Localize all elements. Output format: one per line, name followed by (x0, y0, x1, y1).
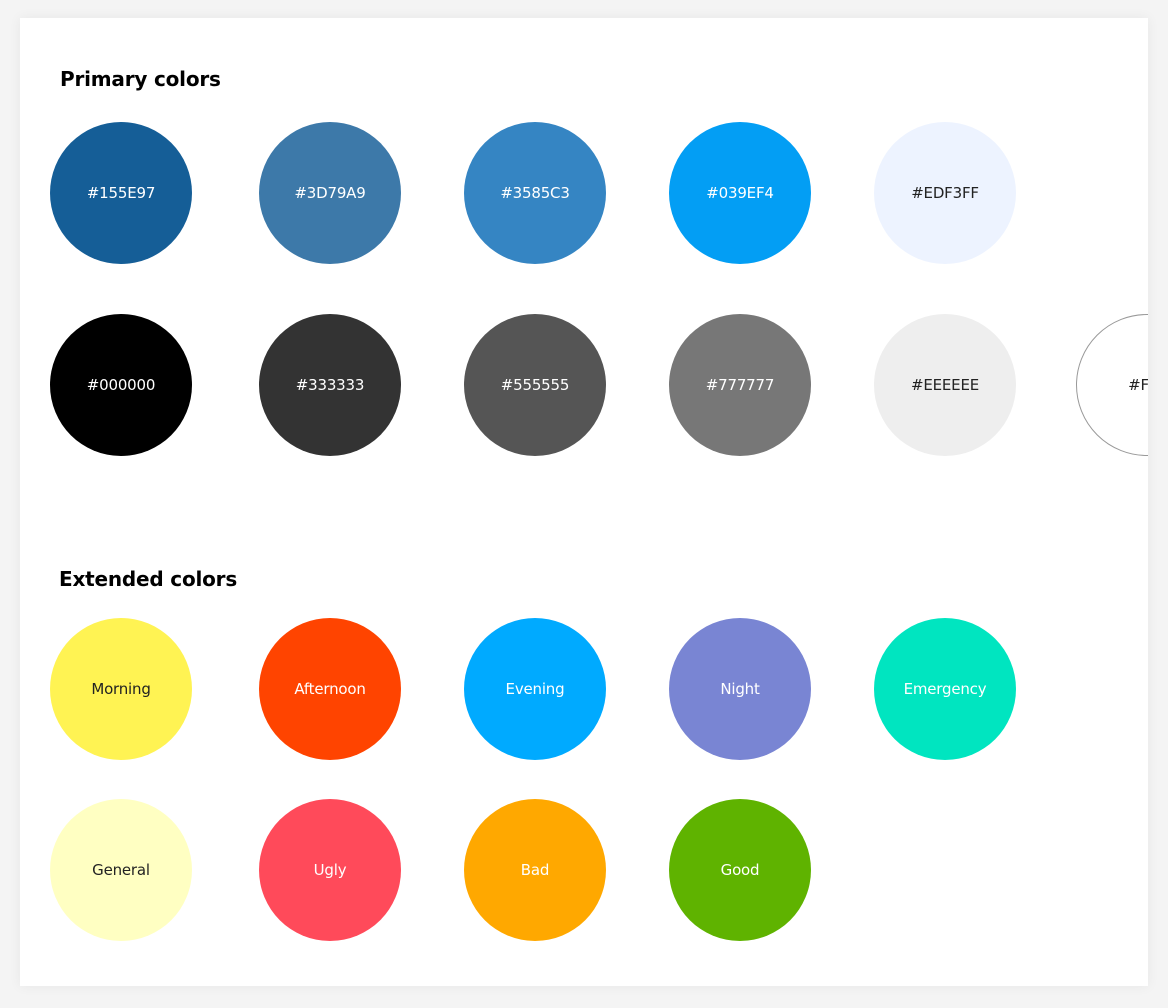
color-swatch-edf3ff[interactable]: #EDF3FF (874, 122, 1016, 264)
color-swatch-label: #333333 (295, 376, 365, 394)
color-swatch-3585c3[interactable]: #3585C3 (464, 122, 606, 264)
color-swatch-333333[interactable]: #333333 (259, 314, 401, 456)
color-swatch-label: #777777 (705, 376, 775, 394)
color-swatch-general[interactable]: General (50, 799, 192, 941)
color-swatch-label: Ugly (313, 861, 347, 879)
color-swatch-label: Evening (505, 680, 565, 698)
color-swatch-label: Emergency (903, 680, 987, 698)
color-swatch-label: #155E97 (86, 184, 156, 202)
color-swatch-000000[interactable]: #000000 (50, 314, 192, 456)
color-swatch-eeeeee[interactable]: #EEEEEE (874, 314, 1016, 456)
color-swatch-emergency[interactable]: Emergency (874, 618, 1016, 760)
color-swatch-label: Morning (91, 680, 151, 698)
color-swatch-good[interactable]: Good (669, 799, 811, 941)
color-swatch-afternoon[interactable]: Afternoon (259, 618, 401, 760)
primary-colors-heading: Primary colors (60, 67, 221, 91)
color-swatch-ugly[interactable]: Ugly (259, 799, 401, 941)
color-swatch-label: #EEEEEE (910, 376, 980, 394)
color-swatch-label: #555555 (500, 376, 570, 394)
color-swatch-label: #039EF4 (706, 184, 774, 202)
color-swatch-bad[interactable]: Bad (464, 799, 606, 941)
color-swatch-label: Afternoon (294, 680, 366, 698)
color-swatch-label: Night (720, 680, 760, 698)
color-palette-card: Primary colors #155E97 #3D79A9 #3585C3 #039… (20, 18, 1148, 986)
color-swatch-morning[interactable]: Morning (50, 618, 192, 760)
color-swatch-777777[interactable]: #777777 (669, 314, 811, 456)
color-swatch-label: General (92, 861, 150, 879)
color-swatch-label: #FFF (1128, 376, 1148, 394)
color-swatch-label: #3585C3 (500, 184, 570, 202)
color-swatch-3d79a9[interactable]: #3D79A9 (259, 122, 401, 264)
color-swatch-label: Good (720, 861, 760, 879)
color-swatch-label: Bad (520, 861, 550, 879)
color-swatch-555555[interactable]: #555555 (464, 314, 606, 456)
color-swatch-night[interactable]: Night (669, 618, 811, 760)
color-swatch-label: #000000 (86, 376, 156, 394)
color-swatch-039ef4[interactable]: #039EF4 (669, 122, 811, 264)
color-swatch-label: #EDF3FF (911, 184, 979, 202)
extended-colors-heading: Extended colors (59, 567, 238, 591)
color-swatch-fff[interactable]: #FFF (1076, 314, 1148, 456)
color-swatch-evening[interactable]: Evening (464, 618, 606, 760)
color-swatch-label: #3D79A9 (294, 184, 366, 202)
color-swatch-155e97[interactable]: #155E97 (50, 122, 192, 264)
